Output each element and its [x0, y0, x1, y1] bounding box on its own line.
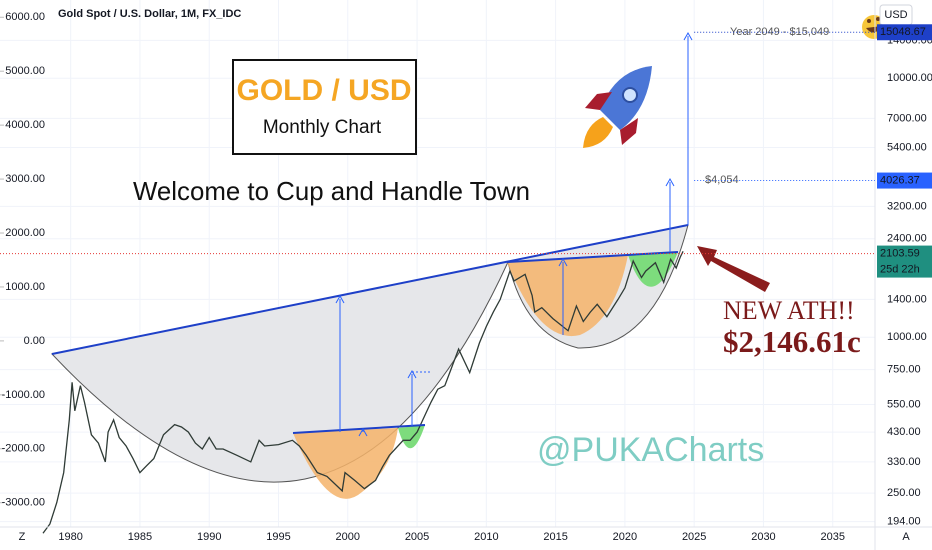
price-tag — [877, 24, 932, 41]
y-tick-label: 5400.00 — [887, 141, 927, 153]
corner: Z — [19, 531, 26, 543]
ath-price: $2,146.61c — [723, 324, 861, 359]
price-tag — [877, 245, 932, 278]
y2-tick-label: 6000.00 — [5, 11, 45, 23]
y2-tick-label: -3000.00 — [2, 497, 45, 509]
currency: USD — [884, 9, 907, 21]
x-tick-label: 1995 — [266, 531, 290, 543]
y-tick-label: 194.00 — [887, 516, 921, 528]
y-tick-label: 10000.00 — [887, 72, 932, 84]
y2-tick-label: -2000.00 — [2, 443, 45, 455]
x-tick-label: 2000 — [336, 531, 360, 543]
price-tag-label: 2103.59 — [880, 247, 920, 259]
corner: A — [902, 531, 910, 543]
chart-title: Gold Spot / U.S. Dollar, 1M, FX_IDC — [58, 8, 241, 20]
watermark: @PUKACharts — [537, 431, 764, 469]
y-tick-label: 3200.00 — [887, 200, 927, 212]
y2-tick-label: 5000.00 — [5, 65, 45, 77]
x-tick-label: 1980 — [58, 531, 82, 543]
y2-tick-label: 3000.00 — [5, 173, 45, 185]
arrows — [335, 31, 693, 437]
target-label: $4,054 — [705, 174, 739, 186]
x-tick-label: 1990 — [197, 531, 221, 543]
x-tick-label: 2025 — [682, 531, 706, 543]
x-tick-label: 2030 — [751, 531, 775, 543]
box-title: GOLD / USD — [236, 74, 411, 107]
x-tick-label: 1985 — [128, 531, 152, 543]
cup-2 — [507, 255, 628, 337]
x-tick-label: 2005 — [405, 531, 429, 543]
price-tag — [877, 172, 932, 189]
title-box — [232, 59, 417, 155]
y2-tick-label: -1000.00 — [2, 389, 45, 401]
rim-1 — [292, 424, 426, 434]
cup-1 — [293, 428, 398, 499]
x-tick-label: 2020 — [613, 531, 637, 543]
x-tick-label: 2010 — [474, 531, 498, 543]
y-tick-label: 2400.00 — [887, 233, 927, 245]
y2-tick-label: 1000.00 — [5, 281, 45, 293]
y-tick-label: 750.00 — [887, 363, 921, 375]
y-tick-label: 430.00 — [887, 426, 921, 438]
y-tick-label: 7000.00 — [887, 112, 927, 124]
y-tick-label: 1000.00 — [887, 331, 927, 343]
ath-label: NEW ATH!! — [723, 296, 855, 325]
ath-arrow — [697, 246, 770, 292]
y2-tick-label: 0.00 — [24, 335, 45, 347]
price-tag-label: 15048.67 — [880, 26, 926, 38]
x-tick-label: 2035 — [820, 531, 844, 543]
y-tick-label: 1400.00 — [887, 293, 927, 305]
price-layer — [42, 251, 684, 534]
trendline — [51, 224, 689, 355]
countdown: 25d 22h — [880, 263, 920, 275]
y-tick-label: 550.00 — [887, 398, 921, 410]
price-tag-label: 4026.37 — [880, 174, 920, 186]
y2-tick-label: 2000.00 — [5, 227, 45, 239]
target-label: Year 2049 - $15,049 — [730, 26, 829, 38]
y-tick-label: 250.00 — [887, 487, 921, 499]
price-line — [42, 251, 684, 534]
box-subtitle: Monthly Chart — [263, 117, 382, 138]
headline: Welcome to Cup and Handle Town — [133, 176, 530, 206]
y-tick-label: 330.00 — [887, 456, 921, 468]
rim-2 — [506, 251, 679, 263]
handle-2 — [628, 252, 678, 287]
x-tick-label: 2015 — [543, 531, 567, 543]
y2-tick-label: 4000.00 — [5, 119, 45, 131]
rocket — [583, 66, 652, 148]
